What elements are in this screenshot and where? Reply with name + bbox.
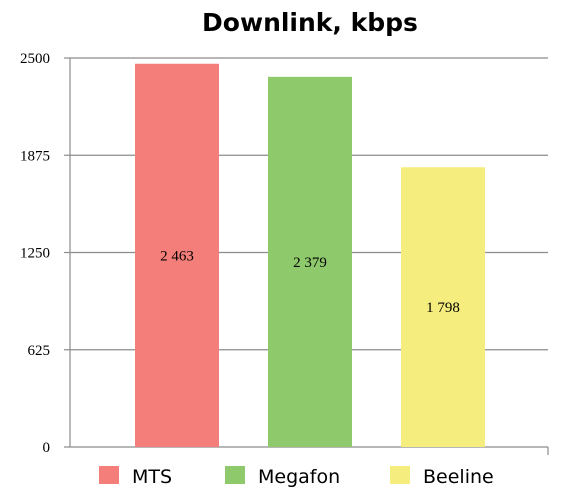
y-tick-label: 2500 xyxy=(20,51,50,67)
legend-swatch xyxy=(390,466,410,484)
data-label-megafon: 2 379 xyxy=(293,255,327,271)
data-labels: 2 463 2 379 1 798 xyxy=(160,248,460,316)
legend-label: Beeline xyxy=(423,466,494,488)
y-tick-label: 0 xyxy=(43,440,51,456)
legend-swatch xyxy=(225,466,245,484)
data-label-mts: 2 463 xyxy=(160,248,194,264)
legend-swatch xyxy=(99,466,119,484)
legend-label: MTS xyxy=(132,466,172,488)
legend-label: Megafon xyxy=(258,466,340,488)
data-label-beeline: 1 798 xyxy=(426,300,460,316)
y-tick-label: 1875 xyxy=(20,148,50,164)
legend-item-mts: MTS xyxy=(99,466,172,488)
bar-mts xyxy=(135,63,219,447)
y-tick-label: 1250 xyxy=(20,246,50,262)
bar-beeline xyxy=(401,167,485,447)
bars xyxy=(135,63,485,447)
y-tick-label: 625 xyxy=(28,343,51,359)
y-axis-ticks: 0 625 1250 1875 2500 xyxy=(20,51,50,456)
legend: MTS Megafon Beeline xyxy=(99,466,494,488)
legend-item-beeline: Beeline xyxy=(390,466,494,488)
chart-title: Downlink, kbps xyxy=(202,8,418,37)
legend-item-megafon: Megafon xyxy=(225,466,340,488)
bar-megafon xyxy=(268,76,352,447)
